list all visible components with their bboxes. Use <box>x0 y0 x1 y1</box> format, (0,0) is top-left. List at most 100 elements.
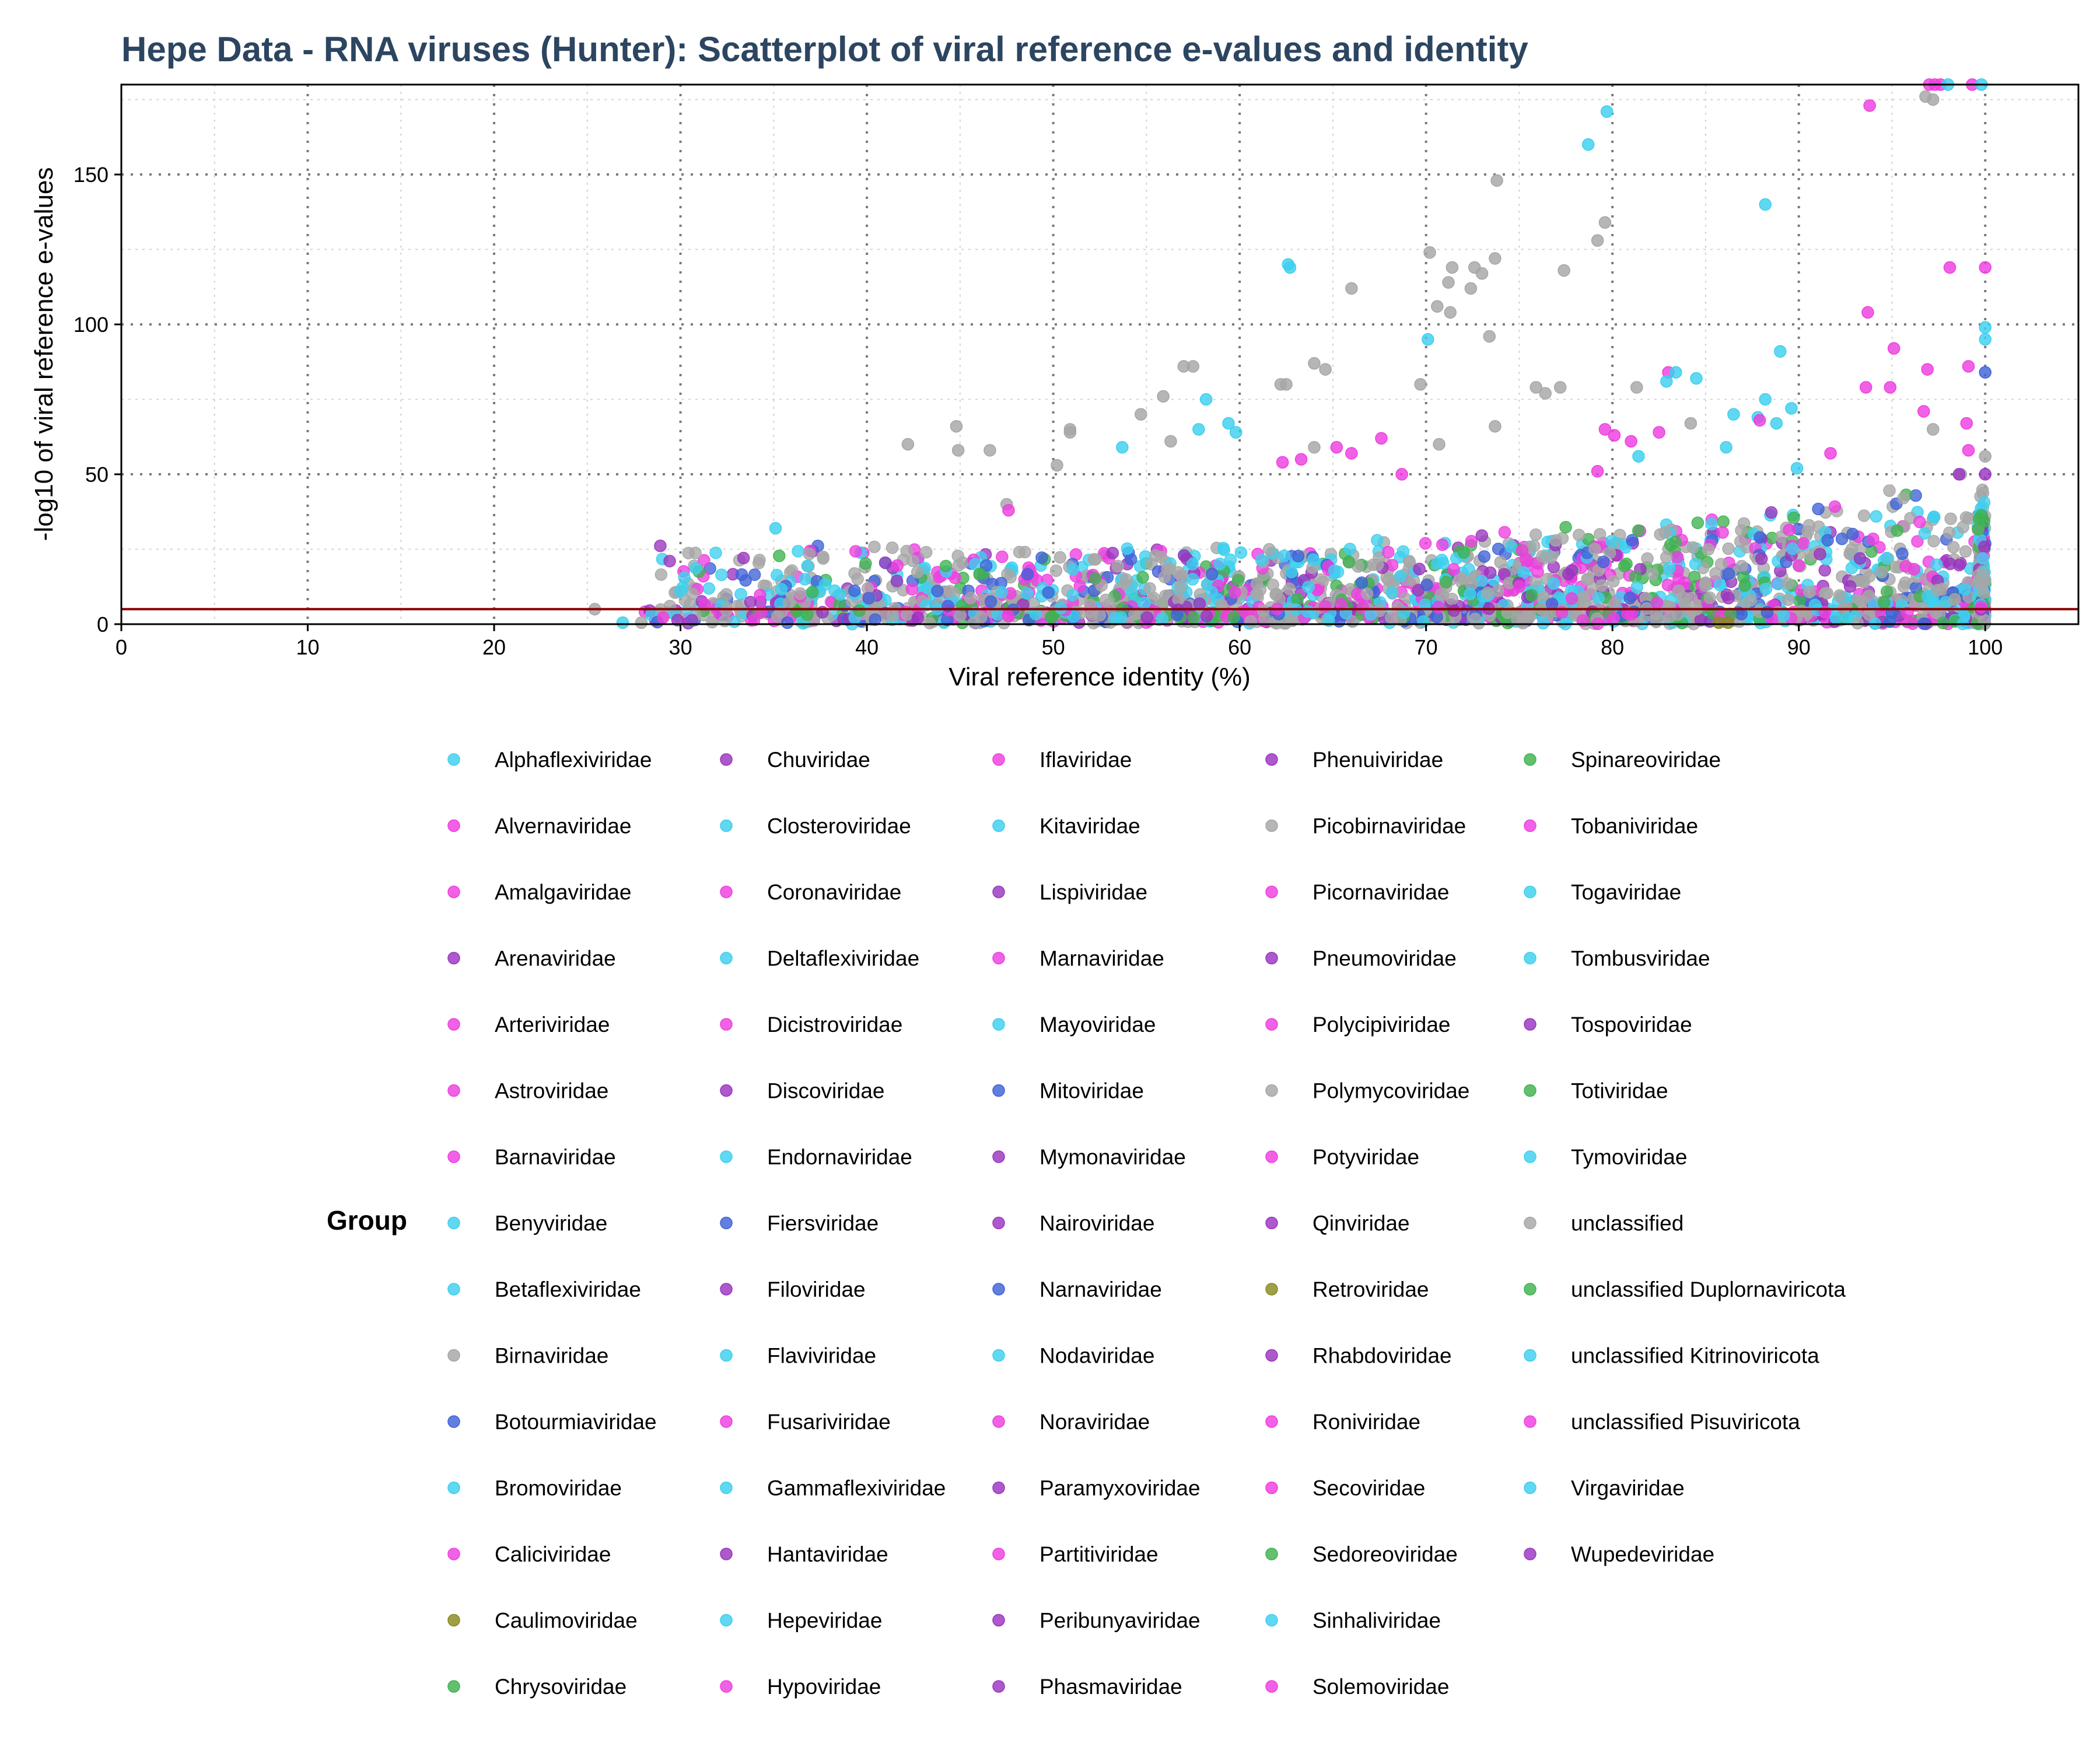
data-point <box>1224 553 1237 566</box>
data-point <box>1703 591 1716 604</box>
data-point <box>1625 435 1637 448</box>
data-point <box>1702 542 1715 556</box>
data-point <box>1629 570 1642 583</box>
legend-item: Marnaviridae <box>992 947 1164 971</box>
legend-item: Picornaviridae <box>1265 880 1449 904</box>
data-point <box>1722 592 1735 605</box>
legend-swatch <box>992 1283 1005 1296</box>
legend-item: Wupedeviridae <box>1524 1542 1714 1566</box>
legend-swatch <box>992 753 1005 766</box>
data-point <box>1870 510 1883 523</box>
data-point <box>1978 540 1991 554</box>
data-point <box>654 539 667 552</box>
data-point <box>1049 564 1063 578</box>
data-point <box>1917 405 1930 418</box>
data-point <box>1093 608 1106 622</box>
legend-item: Closteroviridae <box>720 814 911 838</box>
data-point <box>1913 516 1926 528</box>
legend-label: Arteriviridae <box>495 1013 610 1037</box>
y-axis-ticks: 0 50 100 150 <box>74 163 121 636</box>
data-point <box>1174 580 1186 594</box>
data-point <box>1948 593 1961 606</box>
data-point <box>1328 564 1341 578</box>
data-point <box>1795 604 1808 618</box>
legend-swatch <box>1524 886 1536 898</box>
data-point <box>1051 459 1063 472</box>
legend-item: Narnaviridae <box>992 1278 1162 1301</box>
data-point <box>1020 587 1034 600</box>
data-point <box>1019 545 1031 559</box>
data-point <box>1021 568 1034 581</box>
data-point <box>1952 468 1966 481</box>
data-point <box>984 595 998 608</box>
legend-label: Paramyxoviridae <box>1040 1476 1200 1500</box>
data-point <box>1483 566 1497 579</box>
data-point <box>1263 542 1276 556</box>
data-point <box>1632 450 1645 463</box>
data-point <box>1714 558 1728 570</box>
data-point <box>1979 366 1992 379</box>
legend-item: Barnaviridae <box>447 1145 616 1169</box>
data-point <box>793 587 807 600</box>
data-point <box>709 546 722 559</box>
data-point <box>1285 565 1298 579</box>
data-point <box>792 545 804 558</box>
data-point <box>678 571 691 584</box>
data-point <box>1414 378 1427 391</box>
x-tick-label: 80 <box>1601 635 1624 659</box>
legend-label: Nodaviridae <box>1040 1344 1154 1368</box>
data-point <box>1833 589 1846 602</box>
data-point <box>752 556 765 570</box>
data-point <box>1588 542 1601 555</box>
data-point <box>1976 552 1989 565</box>
data-point <box>1978 496 1991 509</box>
legend-title: Group <box>327 1205 407 1236</box>
data-point <box>950 420 963 433</box>
data-point <box>1593 528 1606 541</box>
legend-label: Nairoviridae <box>1040 1212 1154 1236</box>
legend-item: Alphaflexiviridae <box>447 748 652 772</box>
data-point <box>1066 589 1079 601</box>
data-point <box>1931 584 1944 597</box>
legend-label: Sedoreoviridae <box>1312 1542 1458 1566</box>
legend-swatch <box>720 1614 733 1627</box>
legend-swatch <box>992 886 1005 898</box>
data-point <box>1266 578 1279 592</box>
legend-label: Retroviridae <box>1312 1278 1429 1301</box>
data-point <box>1517 566 1530 579</box>
data-point <box>654 568 668 581</box>
x-tick-label: 90 <box>1787 635 1811 659</box>
data-point <box>674 584 687 598</box>
legend-swatch <box>720 753 733 766</box>
data-point <box>737 551 750 565</box>
legend-swatch <box>720 819 733 832</box>
legend-label: Caulimoviridae <box>495 1609 638 1633</box>
data-point <box>1475 267 1489 280</box>
y-tick-label: 50 <box>85 463 108 487</box>
data-point <box>1371 534 1384 547</box>
data-point <box>1884 615 1896 628</box>
legend-swatch <box>992 1216 1005 1230</box>
data-point <box>1256 604 1270 618</box>
data-point <box>1186 558 1199 570</box>
legend-item: unclassified Pisuviricota <box>1524 1410 1800 1434</box>
data-point <box>1626 534 1639 547</box>
data-point <box>973 568 986 580</box>
data-point <box>1632 524 1645 537</box>
legend-item: Paramyxoviridae <box>992 1476 1200 1500</box>
data-point <box>1469 612 1482 625</box>
data-point <box>1116 441 1129 454</box>
legend-item: Nodaviridae <box>992 1344 1154 1368</box>
legend-swatch <box>447 753 460 766</box>
data-point <box>848 584 861 597</box>
legend-label: Polymycoviridae <box>1312 1079 1469 1103</box>
data-point <box>1877 596 1891 609</box>
data-point <box>1531 565 1544 578</box>
data-point <box>1818 564 1831 577</box>
legend-label: Sinhaliviridae <box>1312 1609 1441 1633</box>
data-point <box>1598 423 1612 436</box>
legend-swatch <box>992 1349 1005 1362</box>
data-point <box>900 608 914 621</box>
data-point <box>1108 612 1121 625</box>
data-point <box>803 547 816 561</box>
